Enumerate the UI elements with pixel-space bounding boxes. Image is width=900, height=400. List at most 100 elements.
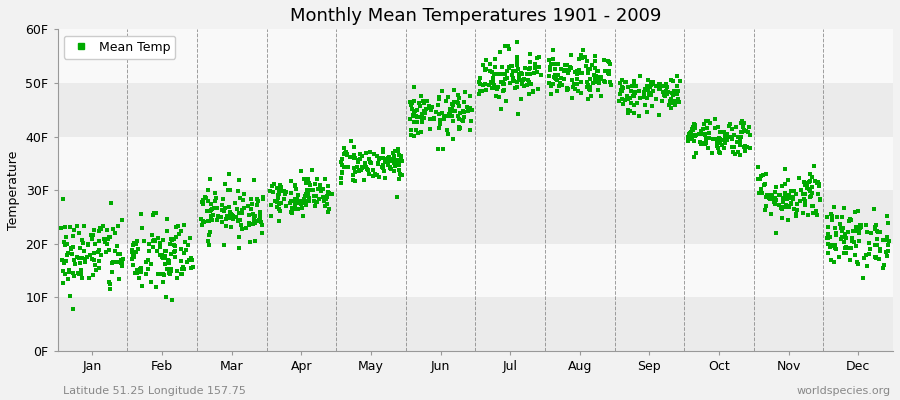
Point <box>557 62 572 68</box>
Point <box>845 235 859 242</box>
Point <box>627 92 642 99</box>
Point <box>712 136 726 142</box>
Point <box>785 195 799 201</box>
Point <box>542 72 556 79</box>
Point <box>95 223 110 229</box>
Point <box>698 141 712 148</box>
Point <box>85 256 99 262</box>
Point <box>590 79 604 86</box>
Point <box>446 112 460 119</box>
Point <box>104 260 119 266</box>
Point <box>646 88 661 94</box>
Point <box>768 189 782 196</box>
Point <box>255 222 269 228</box>
Point <box>387 158 401 165</box>
Point <box>852 230 867 236</box>
Point <box>553 83 567 90</box>
Point <box>299 202 313 208</box>
Point <box>409 127 423 134</box>
Point <box>832 220 847 227</box>
Point <box>73 259 87 266</box>
Point <box>360 166 374 172</box>
Point <box>114 259 129 265</box>
Point <box>125 252 140 258</box>
Point <box>660 84 674 90</box>
Point <box>150 234 165 241</box>
Point <box>201 208 215 214</box>
Point <box>126 242 140 248</box>
Point <box>309 198 323 205</box>
Point <box>642 92 656 99</box>
Point <box>740 144 754 150</box>
Point <box>156 237 170 243</box>
Point <box>265 183 279 190</box>
Point <box>451 112 465 119</box>
Point <box>325 191 339 198</box>
Point <box>437 113 452 119</box>
Point <box>158 254 173 261</box>
Point <box>158 260 172 267</box>
Point <box>430 102 445 108</box>
Point <box>553 80 567 87</box>
Point <box>279 189 293 196</box>
Point <box>787 206 801 212</box>
Point <box>111 250 125 257</box>
Point <box>75 236 89 243</box>
Point <box>812 180 826 187</box>
Point <box>130 270 144 276</box>
Point <box>252 208 266 215</box>
Point <box>545 47 560 53</box>
Point <box>267 181 282 188</box>
Point <box>842 257 857 264</box>
Point <box>839 250 853 256</box>
Point <box>582 66 597 72</box>
Point <box>272 190 286 197</box>
Point <box>784 201 798 208</box>
Point <box>788 211 803 217</box>
Point <box>506 75 520 81</box>
Point <box>718 130 733 137</box>
Point <box>868 226 883 232</box>
Point <box>726 148 741 155</box>
Point <box>391 147 405 154</box>
Point <box>306 198 320 204</box>
Point <box>763 211 778 218</box>
Text: Latitude 51.25 Longitude 157.75: Latitude 51.25 Longitude 157.75 <box>63 386 246 396</box>
Point <box>392 167 406 173</box>
Point <box>392 152 406 158</box>
Point <box>780 217 795 223</box>
Point <box>549 77 563 83</box>
Point <box>81 242 95 248</box>
Point <box>590 68 604 74</box>
Point <box>198 194 212 200</box>
Point <box>358 164 373 170</box>
Point <box>347 155 362 161</box>
Point <box>491 70 506 77</box>
Point <box>270 204 284 210</box>
Point <box>616 101 630 108</box>
Point <box>646 78 661 85</box>
Point <box>496 80 510 86</box>
Point <box>727 144 742 150</box>
Point <box>619 94 634 101</box>
Point <box>794 187 808 193</box>
Point <box>500 43 515 50</box>
Point <box>878 262 892 268</box>
Point <box>530 55 544 62</box>
Point <box>404 100 419 106</box>
Point <box>235 226 249 232</box>
Point <box>231 217 246 224</box>
Point <box>486 76 500 83</box>
Point <box>486 80 500 86</box>
Point <box>85 236 99 242</box>
Point <box>627 91 642 98</box>
Point <box>386 158 400 164</box>
Point <box>836 225 850 232</box>
Point <box>719 136 733 143</box>
Point <box>385 157 400 164</box>
Point <box>413 93 428 99</box>
Point <box>588 53 602 59</box>
Point <box>713 135 727 142</box>
Point <box>824 241 838 248</box>
Point <box>780 194 795 201</box>
